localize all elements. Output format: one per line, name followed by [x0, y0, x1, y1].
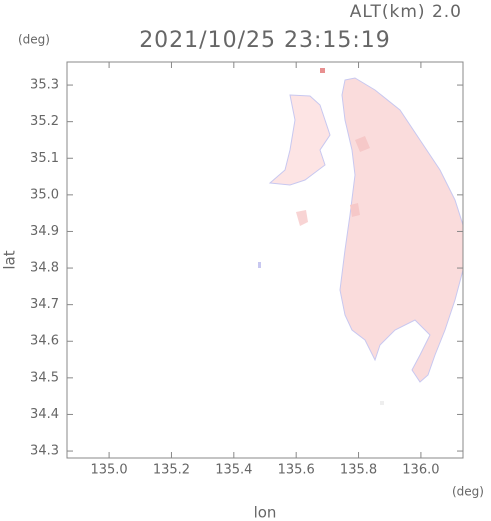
altitude-label: ALT(km) 2.0 [350, 2, 462, 22]
x-unit: (deg) [452, 485, 484, 499]
x-axis-label: lon [254, 504, 277, 521]
plot-frame [66, 61, 464, 459]
x-tick-label: 136.0 [402, 463, 439, 478]
y-tick-label: 34.7 [30, 297, 59, 312]
y-tick-label: 35.2 [30, 114, 59, 129]
y-tick-label: 34.4 [30, 407, 59, 422]
y-tick-label: 35.3 [30, 78, 59, 93]
x-tick-label: 135.4 [215, 463, 252, 478]
y-tick-label: 34.8 [30, 261, 59, 276]
echo-region [258, 68, 464, 405]
x-tick-label: 135.2 [153, 463, 190, 478]
y-tick-label: 34.5 [30, 370, 59, 385]
y-axis-label: lat [1, 250, 19, 269]
y-tick-label: 34.3 [30, 444, 59, 459]
x-tick-label: 135.6 [278, 463, 315, 478]
y-tick-label: 34.9 [30, 224, 59, 239]
y-tick-label: 35.0 [30, 187, 59, 202]
x-tick-label: 135.0 [90, 463, 127, 478]
x-tick-label: 135.8 [340, 463, 377, 478]
y-tick-label: 34.6 [30, 334, 59, 349]
y-tick-label: 35.1 [30, 151, 59, 166]
chart-title: 2021/10/25 23:15:19 [139, 28, 391, 53]
y-unit: (deg) [18, 33, 50, 47]
